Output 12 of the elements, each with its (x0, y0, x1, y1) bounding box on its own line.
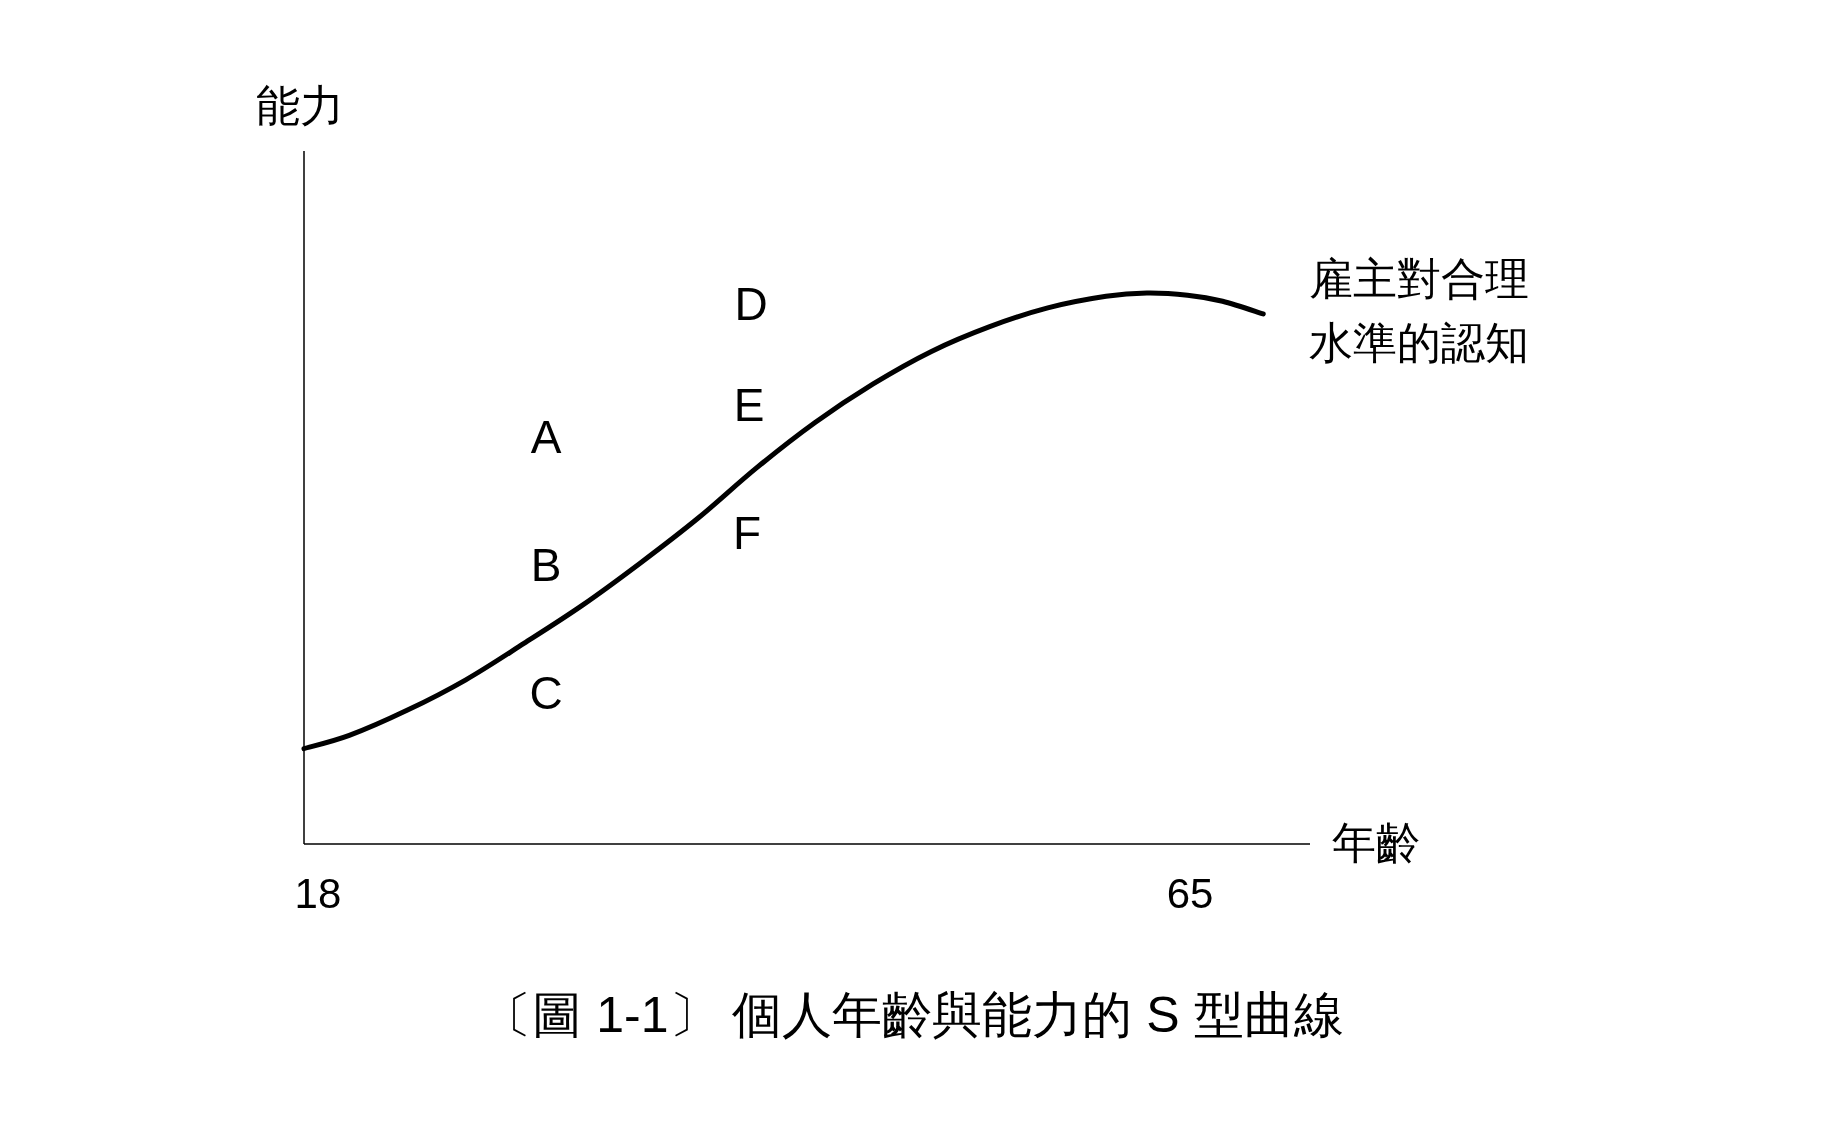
annotation: B (530, 539, 562, 591)
annotation: C (529, 667, 563, 719)
x-tick-label: 18 (294, 870, 342, 917)
title: 〔圖 1-1〕 個人年齡與能力的 S 型曲線 (482, 987, 1344, 1043)
annotation: F (732, 507, 762, 559)
annotation: E (733, 379, 765, 431)
annotation: D (734, 278, 768, 330)
y-axis-title: 能力 (256, 81, 344, 130)
x-tick-label: 65 (1166, 870, 1214, 917)
series-label: 雇主對合理水準的認知 (1309, 253, 1530, 367)
annotation: A (530, 411, 562, 463)
x-axis-title: 年齡 (1332, 818, 1420, 867)
